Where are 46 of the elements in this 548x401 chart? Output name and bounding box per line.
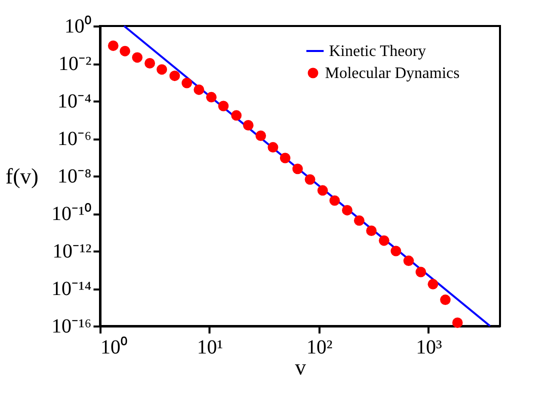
point — [194, 84, 204, 95]
y-tick-label: 10⁻¹⁶ — [52, 316, 92, 338]
y-tick-label: 10⁻¹² — [52, 240, 92, 262]
legend-label: Molecular Dynamics — [325, 65, 460, 82]
point — [182, 78, 192, 88]
point — [342, 204, 352, 216]
y-axis-title: f(v) — [6, 164, 38, 188]
point — [403, 256, 414, 266]
point — [292, 164, 303, 174]
point — [231, 110, 242, 121]
y-tick-label: 10⁰ — [64, 14, 92, 38]
x-axis-title: v — [295, 354, 306, 380]
y-tick-label: 10⁻⁸ — [58, 166, 92, 188]
point — [317, 185, 328, 196]
point — [440, 294, 451, 306]
point — [428, 278, 438, 290]
point — [108, 40, 118, 51]
point — [218, 100, 229, 112]
point — [120, 46, 130, 56]
y-tick-label: 10⁻¹⁴ — [52, 278, 92, 300]
point — [329, 195, 340, 206]
x-tick-label: 10¹ — [196, 336, 223, 358]
point — [169, 70, 180, 82]
point — [256, 130, 266, 141]
x-tick-label: 10⁰ — [100, 336, 128, 358]
point — [390, 246, 402, 256]
x-tick-label: 10² — [306, 336, 332, 358]
y-tick-label: 10⁻¹⁰ — [52, 202, 92, 225]
point — [206, 92, 217, 102]
point — [416, 266, 426, 278]
point — [452, 317, 463, 328]
point — [354, 215, 364, 226]
point — [243, 120, 254, 130]
point — [304, 174, 316, 185]
point — [144, 58, 156, 68]
y-tick-label: 10⁻⁶ — [58, 128, 92, 150]
y-tick-label: 10⁻² — [58, 53, 92, 75]
point — [156, 64, 168, 75]
legend-label: Kinetic Theory — [329, 43, 426, 60]
point — [366, 226, 377, 236]
x-tick-label: 10³ — [416, 336, 442, 358]
point — [268, 142, 278, 153]
y-tick-label: 10⁻⁴ — [58, 90, 92, 112]
point — [132, 52, 143, 63]
point — [378, 235, 390, 246]
point — [280, 152, 290, 164]
